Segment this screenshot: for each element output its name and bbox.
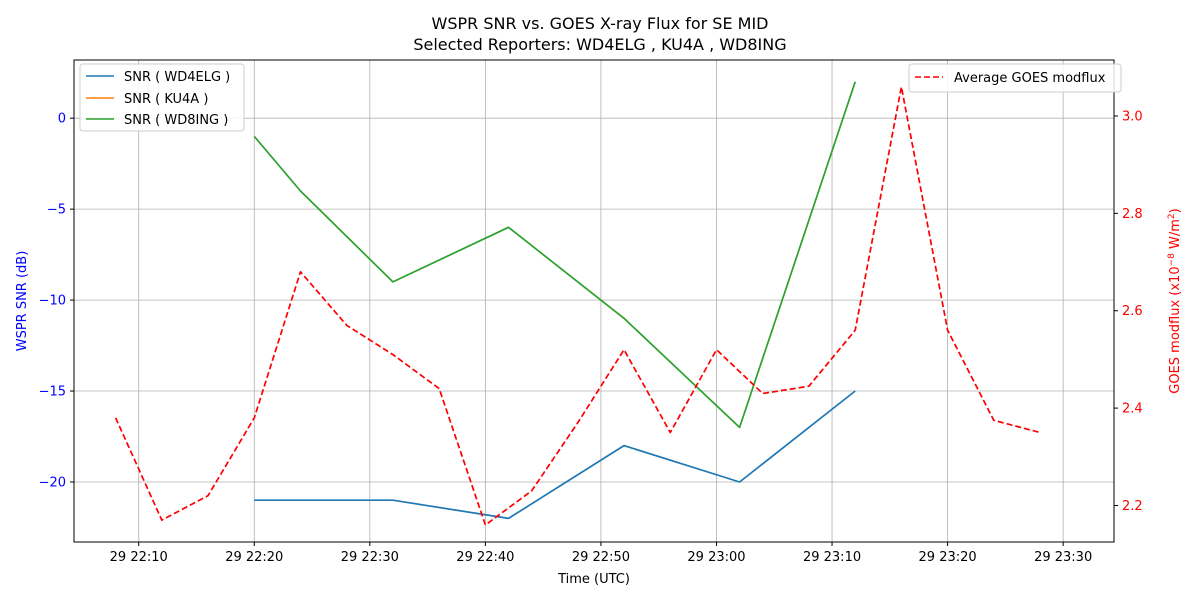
x-axis-ticks: 29 22:10 29 22:20 29 22:30 29 22:40 29 22:50… (110, 542, 1092, 565)
y-right-label-main: GOES modflux (x10 (1168, 266, 1183, 393)
legend-left: SNR ( WD4ELG ) SNR ( KU4A ) SNR ( WD8ING… (79, 63, 245, 132)
y-right-label-squared: 2 (1167, 213, 1177, 219)
y-right-label-exponent: −8 (1167, 253, 1177, 267)
series-line-wd4elg (254, 390, 856, 520)
series-line-wd8ing (253, 81, 857, 429)
y-right-tick-label: 2.8 (1122, 207, 1143, 222)
y-left-tick-label: 0 (58, 112, 66, 127)
legend-right: Average GOES modflux (908, 63, 1122, 93)
x-tick-label: 29 22:30 (341, 550, 399, 565)
chart-title: WSPR SNR vs. GOES X-ray Flux for SE MID (432, 14, 769, 33)
y-left-tick-label: −5 (47, 203, 66, 218)
legend-label-wd8ing: SNR ( WD8ING ) (124, 113, 228, 128)
x-tick-label: 29 22:50 (572, 550, 630, 565)
y-right-tick-label: 3.0 (1122, 109, 1143, 124)
legend-label-wd4elg: SNR ( WD4ELG ) (124, 70, 230, 85)
grid (74, 60, 1114, 542)
y-right-axis-label: GOES modflux (x10−8 W/m2) (1167, 208, 1183, 393)
y-right-tick-label: 2.6 (1122, 304, 1143, 319)
series-lines (114, 81, 1041, 526)
x-tick-label: 29 23:00 (687, 550, 745, 565)
series-line-goes-modflux (114, 85, 1041, 526)
x-tick-label: 29 22:10 (110, 550, 168, 565)
legend-label-ku4a: SNR ( KU4A ) (124, 92, 208, 107)
y-left-tick-label: −10 (39, 294, 66, 309)
x-tick-label: 29 22:40 (456, 550, 514, 565)
y-right-label-unit: W/m (1168, 219, 1183, 253)
y-left-axis-label: WSPR SNR (dB) (15, 251, 30, 352)
y-right-tick-label: 2.2 (1122, 499, 1143, 514)
x-tick-label: 29 23:30 (1034, 550, 1092, 565)
legend-left-box (79, 63, 245, 132)
y-right-label-close: ) (1168, 208, 1183, 213)
x-tick-label: 29 22:20 (225, 550, 283, 565)
y-right-axis-ticks: 3.0 2.8 2.6 2.4 2.2 (1114, 109, 1143, 514)
y-left-tick-label: −15 (39, 385, 66, 400)
x-axis-label: Time (UTC) (557, 572, 630, 587)
chart-subtitle: Selected Reporters: WD4ELG , KU4A , WD8I… (413, 35, 786, 54)
x-tick-label: 29 23:20 (919, 550, 977, 565)
x-tick-label: 29 23:10 (803, 550, 861, 565)
plot-frame (73, 59, 1115, 543)
y-left-tick-label: −20 (39, 475, 66, 490)
y-left-axis-ticks: 0 −5 −10 −15 −20 (39, 112, 74, 490)
legend-right-box (908, 63, 1122, 93)
y-right-tick-label: 2.4 (1122, 402, 1143, 417)
legend-label-goes: Average GOES modflux (954, 71, 1106, 86)
